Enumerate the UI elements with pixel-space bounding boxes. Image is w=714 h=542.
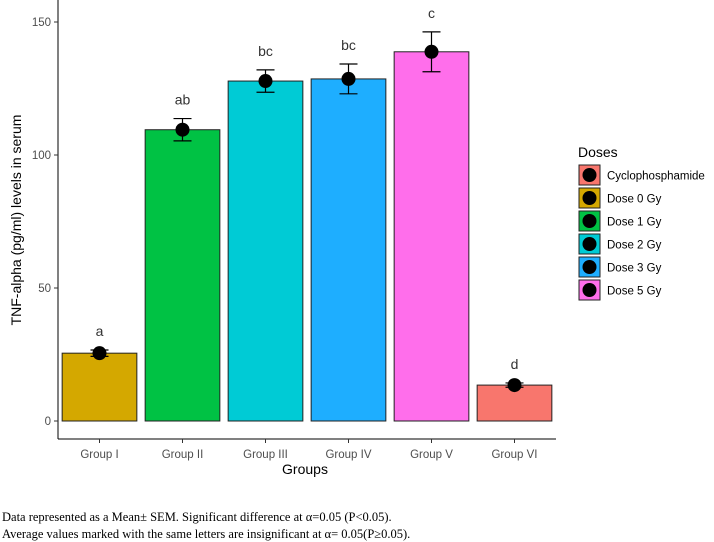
- mean-point: [424, 44, 439, 59]
- mean-point: [341, 71, 356, 86]
- legend-label: Dose 5 Gy: [607, 286, 662, 298]
- bar: [310, 78, 387, 422]
- plot-area: a ab bc bc c d: [61, 5, 553, 422]
- x-tick-label: Group II: [162, 449, 204, 461]
- mean-point: [258, 74, 273, 89]
- legend-label: Dose 0 Gy: [607, 194, 662, 206]
- legend-point: [582, 168, 597, 182]
- significance-letter: a: [96, 323, 104, 339]
- y-tick-label: 100: [32, 150, 51, 162]
- legend-label: Cyclophosphamide: [607, 171, 705, 183]
- caption-line-1: Data represented as a Mean± SEM. Signifi…: [2, 510, 392, 524]
- x-tick-label: Group III: [243, 449, 288, 461]
- y-axis: 0 50 100 150: [32, 0, 59, 439]
- x-tick-label: Group V: [410, 449, 453, 461]
- x-axis: Group I Group II Group III Group IV Group V G…: [58, 438, 556, 461]
- legend-title: Doses: [578, 144, 618, 160]
- significance-letter: c: [428, 5, 435, 21]
- significance-letter: ab: [175, 92, 191, 108]
- y-axis-label: TNF-alpha (pg/ml) levels in serum: [8, 115, 24, 326]
- legend-point: [582, 283, 597, 297]
- x-axis-label: Groups: [282, 461, 328, 477]
- mean-point: [507, 378, 522, 393]
- x-tick-label: Group I: [80, 449, 118, 461]
- significance-letter: bc: [258, 43, 273, 59]
- mean-point: [92, 346, 107, 361]
- bar: [393, 51, 470, 422]
- x-tick-label: Group IV: [325, 449, 371, 461]
- caption-line-2: Average values marked with the same lett…: [2, 527, 411, 541]
- legend-label: Dose 3 Gy: [607, 263, 662, 275]
- y-tick-label: 150: [32, 17, 51, 29]
- significance-letter: d: [511, 356, 519, 372]
- legend-point: [582, 260, 597, 274]
- bar: [227, 80, 304, 422]
- significance-letter: bc: [341, 37, 356, 53]
- mean-point: [175, 122, 190, 137]
- legend-point: [582, 191, 597, 205]
- bar: [61, 352, 138, 422]
- legend-point: [582, 214, 597, 228]
- legend-label: Dose 1 Gy: [607, 217, 662, 229]
- legend-point: [582, 237, 597, 251]
- bar: [144, 129, 221, 422]
- legend: Doses Cyclophosphamide Dose 0 Gy Dose 1 Gy…: [578, 144, 705, 301]
- y-tick-label: 50: [38, 283, 51, 295]
- legend-label: Dose 2 Gy: [607, 240, 662, 252]
- x-tick-label: Group VI: [491, 449, 537, 461]
- y-tick-label: 0: [45, 416, 51, 428]
